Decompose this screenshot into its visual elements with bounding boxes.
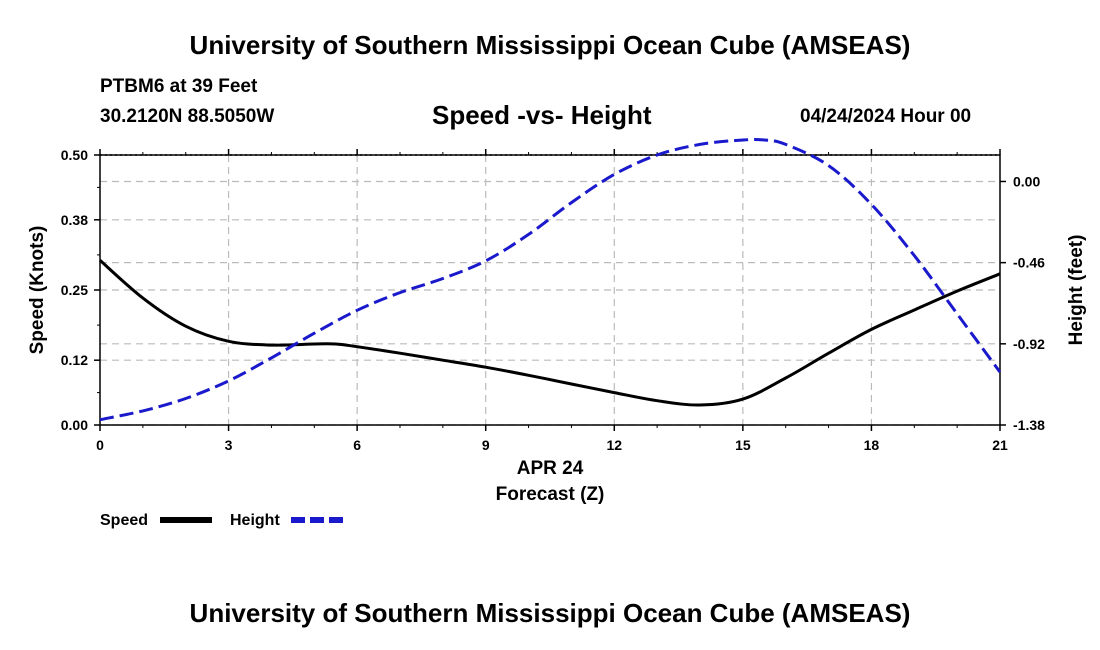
legend-label-height: Height xyxy=(230,512,280,529)
data-series xyxy=(99,137,1002,422)
y-tick-label: 0.00 xyxy=(61,417,88,433)
station-coordinates: 30.2120N 88.5050W xyxy=(100,106,275,127)
y2-axis-title: Height (feet) xyxy=(1066,235,1087,346)
report-title: University of Southern Mississippi Ocean… xyxy=(189,30,911,60)
series-line-height xyxy=(99,137,1002,422)
chart-title: Speed -vs- Height xyxy=(432,100,652,130)
footer-title: University of Southern Mississippi Ocean… xyxy=(189,598,911,628)
legend-label-speed: Speed xyxy=(100,512,148,529)
forecast-datetime: 04/24/2024 Hour 00 xyxy=(800,106,972,127)
y2-tick-label: 0.00 xyxy=(1013,173,1040,189)
x-tick-label: 9 xyxy=(482,437,490,453)
x-axis-title: Forecast (Z) xyxy=(496,484,605,505)
legend: Speed Height xyxy=(100,512,343,529)
axis-ticks: 0 3 6 9 12 15 18 21 0.00 0.12 0.25 0.38 0.50 -1.38 -0.… xyxy=(61,147,1045,453)
y2-tick-label: -0.92 xyxy=(1013,336,1045,352)
y-tick-label: 0.38 xyxy=(61,212,88,228)
x-tick-label: 15 xyxy=(735,437,751,453)
y-tick-label: 0.50 xyxy=(61,147,88,163)
x-tick-label: 0 xyxy=(96,437,104,453)
y-tick-label: 0.12 xyxy=(61,352,88,368)
y-tick-label: 0.25 xyxy=(61,282,88,298)
station-name: PTBM6 at 39 Feet xyxy=(100,76,258,97)
y2-tick-label: -1.38 xyxy=(1013,417,1045,433)
x-date-label: APR 24 xyxy=(517,458,584,479)
series-line-speed xyxy=(99,259,1001,407)
x-tick-label: 3 xyxy=(225,437,233,453)
x-tick-label: 12 xyxy=(606,437,622,453)
x-tick-label: 18 xyxy=(864,437,880,453)
y-axis-title: Speed (Knots) xyxy=(27,226,48,355)
y2-tick-label: -0.46 xyxy=(1013,255,1045,271)
grid-lines xyxy=(100,155,1000,426)
x-tick-label: 21 xyxy=(992,437,1008,453)
x-tick-label: 6 xyxy=(353,437,361,453)
